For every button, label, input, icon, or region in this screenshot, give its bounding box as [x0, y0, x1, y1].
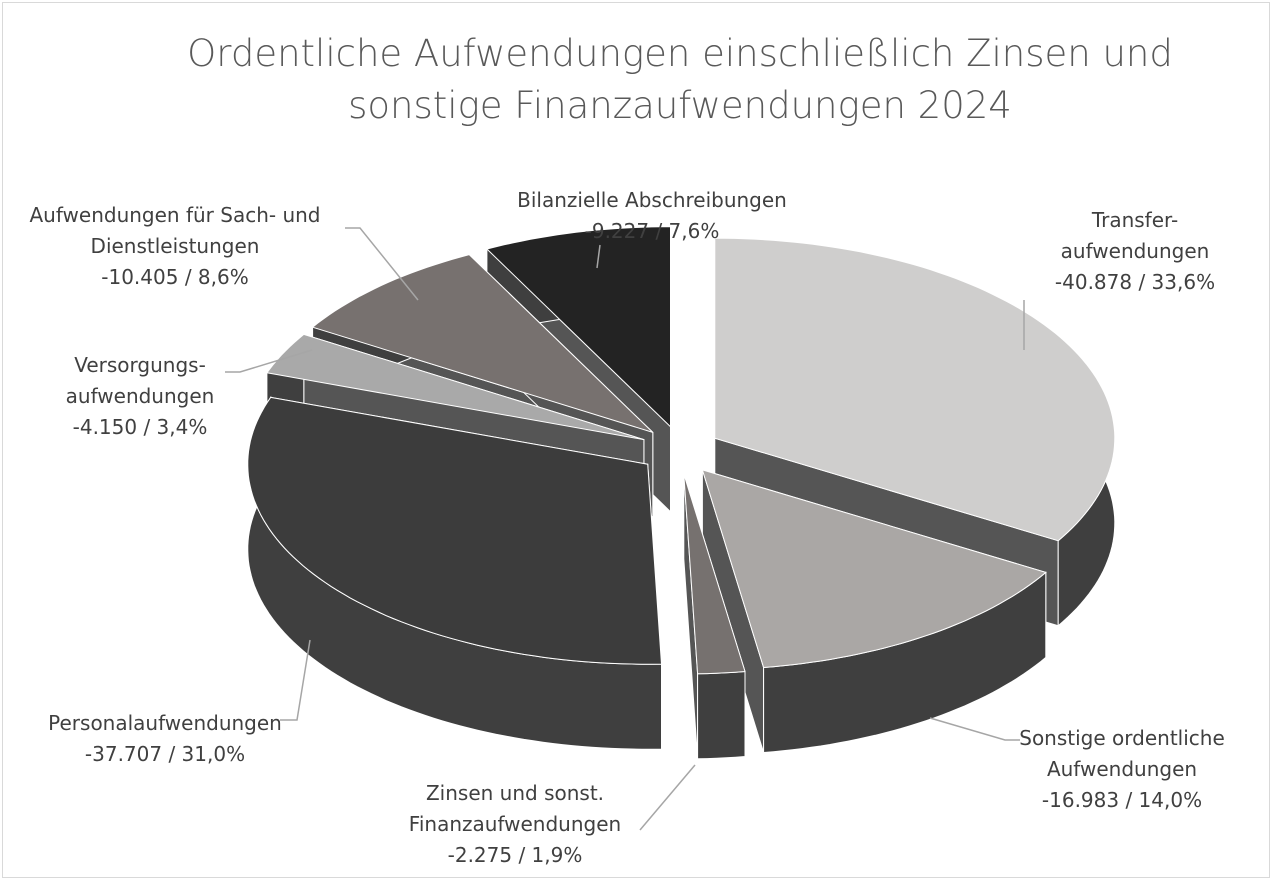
category-label: Versorgungs- aufwendungen — [65, 353, 215, 408]
data-label: Zinsen und sonst. Finanzaufwendungen -2.2… — [409, 778, 621, 871]
category-label: Sonstige ordentliche Aufwendungen — [1019, 726, 1225, 781]
value-label: -10.405 / 8,6% — [101, 265, 249, 289]
category-label: Bilanzielle Abschreibungen — [517, 188, 787, 212]
slice — [485, 226, 671, 428]
slice — [311, 254, 654, 433]
data-label: Versorgungs- aufwendungen -4.150 / 3,4% — [66, 350, 215, 443]
slice — [683, 473, 746, 675]
leader-line — [225, 349, 313, 373]
leader-line — [280, 639, 311, 721]
slice — [247, 396, 663, 665]
slice — [714, 237, 1116, 542]
value-label: -40.878 / 33,6% — [1054, 270, 1216, 294]
category-label: Transfer- aufwendungen — [1060, 208, 1210, 263]
leader-line — [639, 764, 696, 831]
category-label: Aufwendungen für Sach- und Dienstleistun… — [29, 203, 321, 258]
value-label: -37.707 / 31,0% — [84, 742, 246, 766]
slice — [701, 469, 1047, 669]
data-label: Bilanzielle Abschreibungen -9.227 / 7,6% — [517, 185, 787, 247]
slice — [266, 333, 645, 441]
value-label: -16.983 / 14,0% — [1041, 788, 1203, 812]
data-label: Aufwendungen für Sach- und Dienstleistun… — [29, 200, 320, 293]
value-label: -4.150 / 3,4% — [72, 415, 208, 439]
value-label: -9.227 / 7,6% — [584, 219, 720, 243]
slice-wall — [697, 670, 746, 760]
leader-line — [345, 227, 419, 301]
leader-line — [596, 244, 601, 269]
chart-title: Ordentliche Aufwendungen einschließlich … — [187, 32, 1173, 127]
data-label: Personalaufwendungen -37.707 / 31,0% — [48, 708, 282, 770]
category-label: Personalaufwendungen — [48, 711, 282, 735]
data-label: Transfer- aufwendungen -40.878 / 33,6% — [1055, 205, 1215, 298]
category-label: Zinsen und sonst. Finanzaufwendungen — [408, 781, 622, 836]
leader-line — [929, 717, 1020, 741]
value-label: -2.275 / 1,9% — [447, 843, 583, 867]
data-label: Sonstige ordentliche Aufwendungen -16.983… — [1019, 723, 1225, 816]
